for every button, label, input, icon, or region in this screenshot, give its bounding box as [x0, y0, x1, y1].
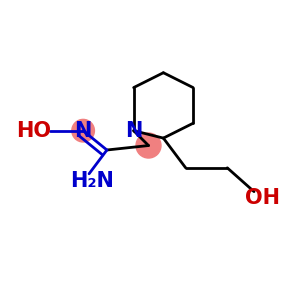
Circle shape [72, 119, 94, 142]
Text: OH: OH [245, 188, 280, 208]
Circle shape [136, 133, 161, 158]
Text: N: N [74, 121, 92, 141]
Text: HO: HO [16, 121, 52, 141]
Text: H₂N: H₂N [70, 171, 114, 191]
Text: N: N [125, 121, 142, 141]
